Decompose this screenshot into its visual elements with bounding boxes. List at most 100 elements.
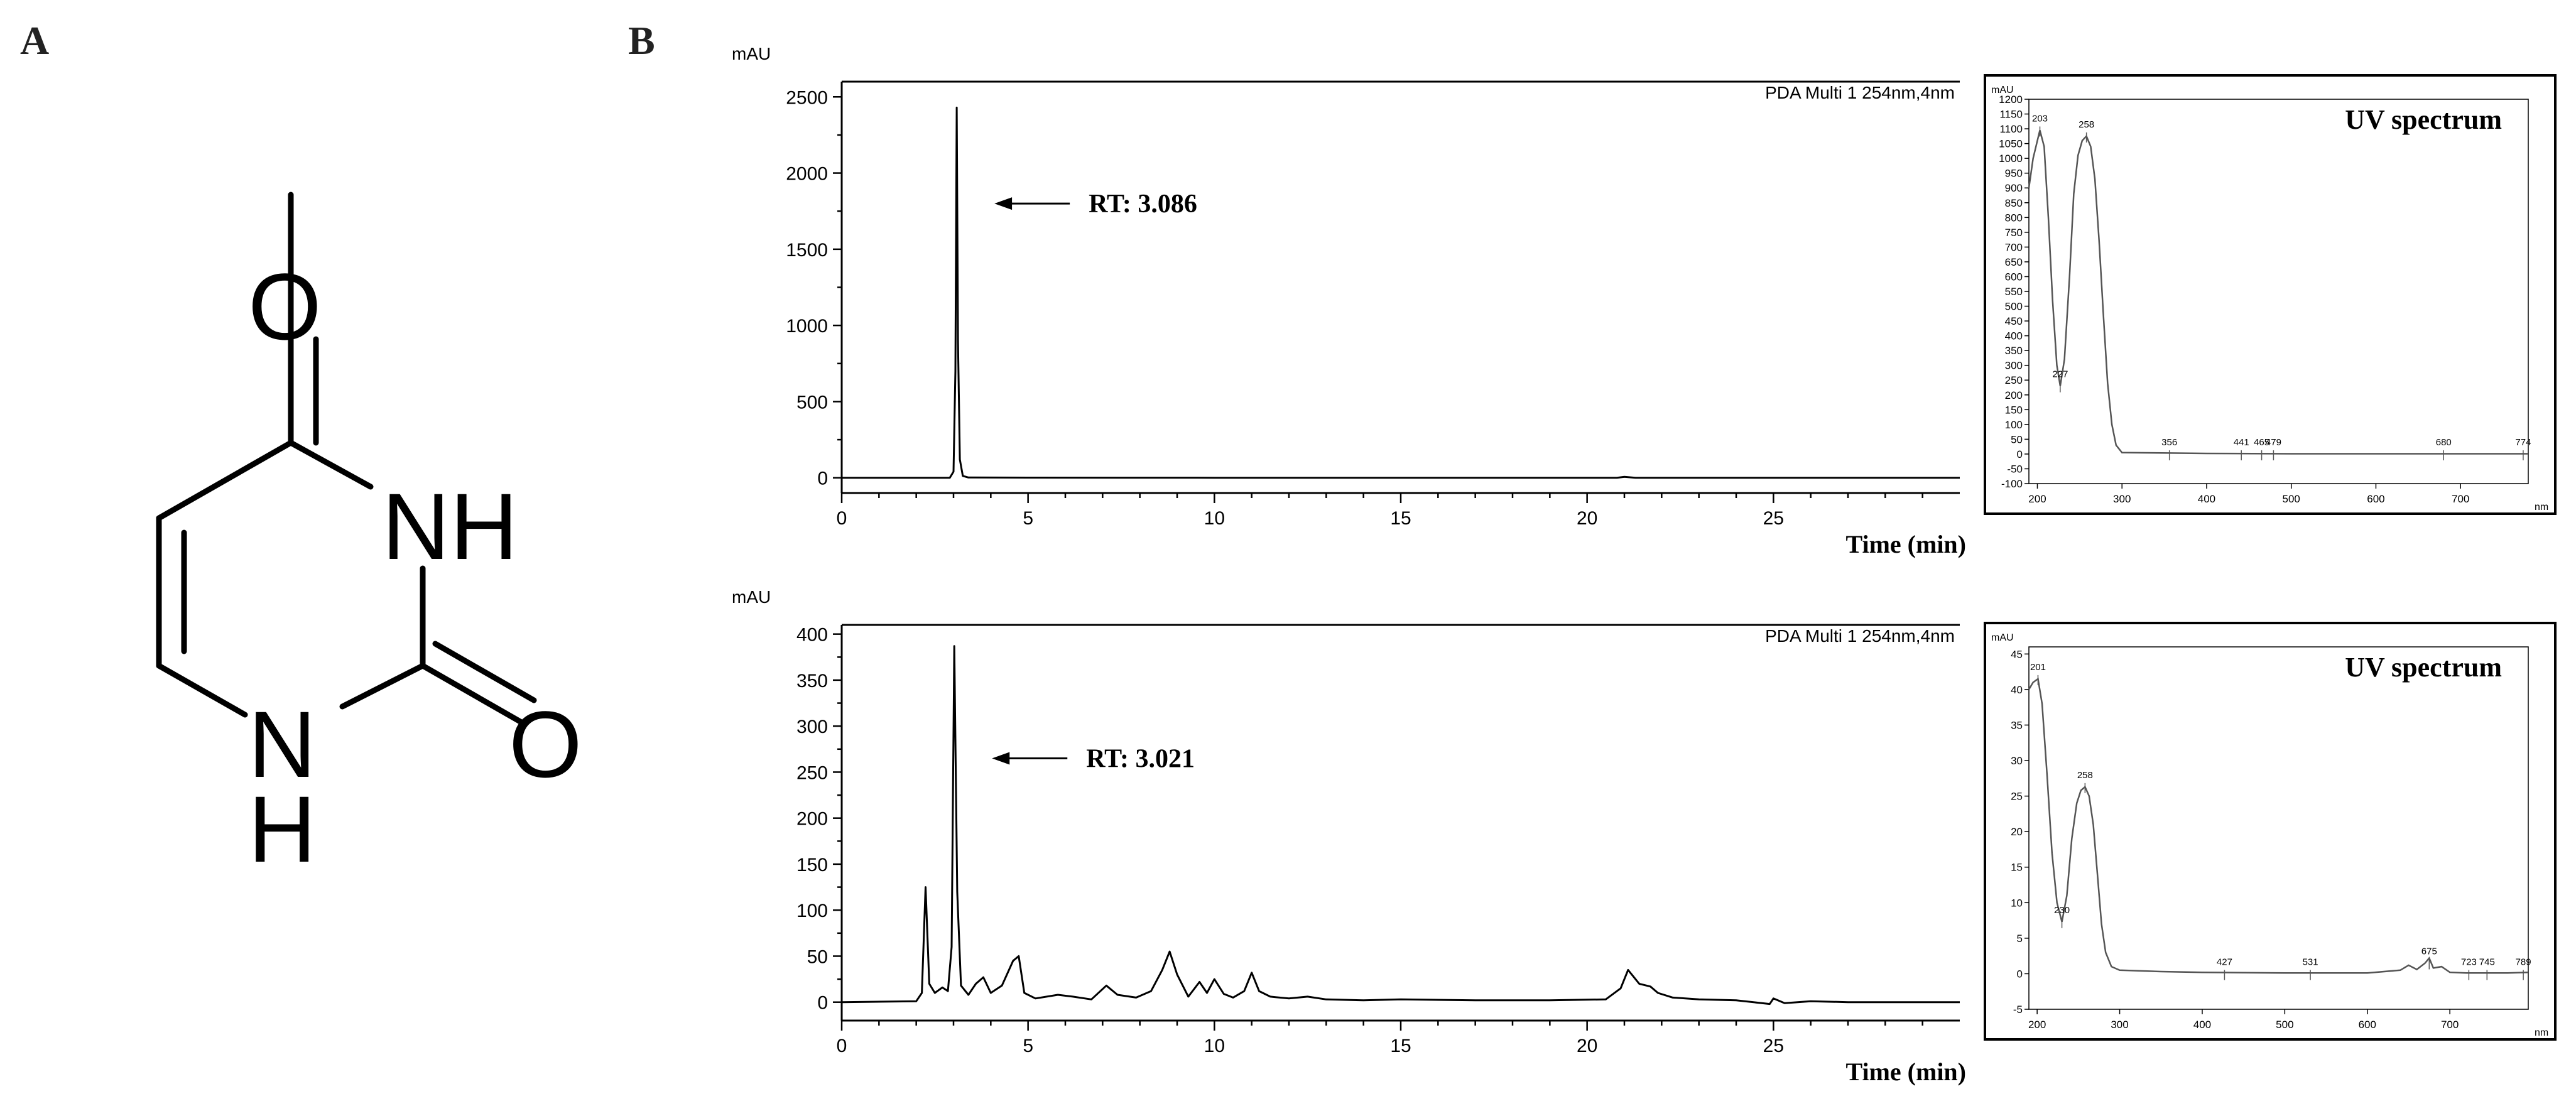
spectrum-x-axis-label: nm xyxy=(2535,502,2548,512)
peak-label: 356 xyxy=(2161,437,2177,448)
chromatogram-trace xyxy=(842,106,1960,479)
spectrum-y-tick-label: 1100 xyxy=(1999,123,2023,135)
spectrum-y-tick-label: 750 xyxy=(2005,227,2023,239)
uv-spectrum-standard: -100 -50 0 50 100 150 200 250 300 350 400 450 500 550… xyxy=(1984,74,2557,515)
spectrum-y-tick-label: 500 xyxy=(2005,301,2023,313)
spectrum-y-tick-label: 1150 xyxy=(1999,109,2023,121)
spectrum-y-tick-label: -5 xyxy=(2013,1004,2023,1016)
spectrum-trace xyxy=(2028,677,2529,974)
x-tick-label: 10 xyxy=(1204,508,1225,529)
rt-arrow-head xyxy=(992,752,1010,765)
spectrum-y-tick-label: 250 xyxy=(2005,374,2023,386)
spectrum-y-tick-label: 950 xyxy=(2005,168,2023,180)
spectrum-y-tick-label: 850 xyxy=(2005,197,2023,209)
peak-label: 203 xyxy=(2032,113,2048,124)
atom-n-bottom: N xyxy=(248,691,316,797)
spectrum-y-tick-label: 25 xyxy=(2011,791,2023,803)
spectrum-title: UV spectrum xyxy=(2345,652,2502,683)
detector-label: PDA Multi 1 254nm,4nm xyxy=(1765,626,1955,646)
spectrum-x-tick-label: 500 xyxy=(2276,1019,2293,1031)
rt-annotation: RT: 3.086 xyxy=(1089,190,1197,219)
spectrum-y-tick-label: 50 xyxy=(2011,433,2023,445)
x-tick-label: 5 xyxy=(1023,508,1033,529)
peak-label: 201 xyxy=(2030,662,2046,673)
spectrum-y-tick-label: 5 xyxy=(2017,933,2023,945)
spectrum-y-tick-label: 40 xyxy=(2011,684,2023,696)
spectrum-y-tick-label: 1000 xyxy=(1999,153,2023,165)
x-tick-label: 15 xyxy=(1390,508,1411,529)
spectrum-y-tick-label: -50 xyxy=(2007,463,2023,475)
spectrum-y-tick-label: 650 xyxy=(2005,256,2023,268)
peak-label: 789 xyxy=(2516,957,2531,967)
spectrum-x-tick-label: 600 xyxy=(2359,1019,2376,1031)
x-tick-label: 20 xyxy=(1577,508,1597,529)
peak-label: 479 xyxy=(2266,437,2281,448)
spectrum-y-tick-label: 0 xyxy=(2017,448,2023,460)
x-tick-label: 25 xyxy=(1763,1036,1784,1056)
peak-label: 441 xyxy=(2234,437,2249,448)
y-tick-label: 1500 xyxy=(786,240,828,261)
spectrum-plot-area xyxy=(2028,99,2529,484)
y-tick-label: 100 xyxy=(796,901,828,921)
y-tick-label: 2000 xyxy=(786,164,828,185)
x-tick-label: 15 xyxy=(1390,1036,1411,1056)
peak-label: 258 xyxy=(2079,119,2094,130)
y-axis-label: mAU xyxy=(732,587,771,607)
spectrum-title: UV spectrum xyxy=(2345,104,2502,135)
bond-n1-c2 xyxy=(339,663,426,710)
spectrum-x-tick-label: 700 xyxy=(2452,493,2469,505)
atom-h-bottom: H xyxy=(248,776,316,882)
spectrum-y-tick-label: 200 xyxy=(2005,389,2023,401)
spectrum-y-tick-label: 1050 xyxy=(1999,138,2023,150)
rt-annotation: RT: 3.021 xyxy=(1086,744,1195,773)
spectrum-plot-area xyxy=(2028,646,2529,1010)
spectrum-y-tick-label: 35 xyxy=(2011,719,2023,731)
chromatogram-sample: 0 50 100 150 200 250 300 350 400 0 5 10 15 20 25 mAU PDA… xyxy=(732,587,1966,1086)
peak-label: 675 xyxy=(2421,946,2437,957)
spectrum-trace xyxy=(2028,130,2528,455)
bond-c2-o2 xyxy=(420,663,524,725)
y-tick-label: 0 xyxy=(817,469,828,489)
uv-spectrum-sample: -5 0 5 10 15 20 25 30 35 40 45 200 300 400 500 600 700 mA… xyxy=(1984,622,2557,1041)
bond-c6-n1 xyxy=(156,663,248,718)
spectrum-y-tick-label: 30 xyxy=(2011,755,2023,767)
spectrum-y-tick-label: 15 xyxy=(2011,862,2023,874)
spectrum-y-axis-label: mAU xyxy=(1991,632,2014,643)
chromatogram-trace xyxy=(841,645,1960,1005)
peak-label: 774 xyxy=(2515,437,2531,448)
bond-c4-n3 xyxy=(288,440,374,490)
y-tick-label: 200 xyxy=(796,809,828,830)
x-tick-label: 0 xyxy=(837,508,847,529)
atom-o-top: O xyxy=(248,254,322,359)
spectrum-y-tick-label: 0 xyxy=(2017,968,2023,980)
x-axis-label: Time (min) xyxy=(1846,1058,1966,1086)
spectrum-y-axis-label: mAU xyxy=(1991,85,2014,95)
peak-label: 227 xyxy=(2052,369,2068,380)
spectrum-x-tick-label: 600 xyxy=(2367,493,2384,505)
spectrum-frame xyxy=(1984,622,2557,1041)
peak-label: 230 xyxy=(2054,905,2070,916)
panel-label-b: B xyxy=(628,18,655,63)
spectrum-y-tick-label: 1200 xyxy=(1999,94,2023,106)
y-axis-label: mAU xyxy=(732,44,771,63)
y-tick-label: 1000 xyxy=(786,316,828,337)
x-tick-label: 5 xyxy=(1023,1036,1033,1056)
peak-label: 465 xyxy=(2254,437,2269,448)
spectrum-y-tick-label: 600 xyxy=(2005,271,2023,283)
spectrum-x-axis-label: nm xyxy=(2535,1027,2548,1038)
spectrum-y-tick-label: 900 xyxy=(2005,182,2023,194)
spectrum-frame xyxy=(1984,74,2557,515)
bond-c4-c5 xyxy=(156,440,294,521)
y-tick-label: 150 xyxy=(796,855,828,875)
spectrum-y-tick-label: 300 xyxy=(2005,360,2023,372)
spectrum-y-tick-label: 150 xyxy=(2005,404,2023,416)
spectrum-y-tick-label: 400 xyxy=(2005,330,2023,342)
peak-label: 531 xyxy=(2303,957,2318,967)
bond-c2-o2-double xyxy=(432,641,537,703)
y-tick-label: 50 xyxy=(807,946,828,967)
spectrum-y-tick-label: 350 xyxy=(2005,345,2023,357)
detector-label: PDA Multi 1 254nm,4nm xyxy=(1765,83,1955,102)
spectrum-x-tick-label: 400 xyxy=(2198,493,2215,505)
spectrum-y-tick-label: 700 xyxy=(2005,241,2023,253)
